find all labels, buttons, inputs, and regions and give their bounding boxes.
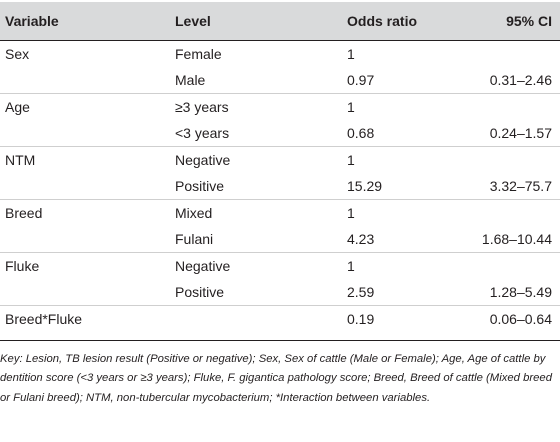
header-row: Variable Level Odds ratio 95% CI xyxy=(0,2,560,41)
variable-cell xyxy=(0,226,175,253)
odds-ratio-cell: 1 xyxy=(337,93,467,120)
variable-cell: Fluke xyxy=(0,252,175,279)
level-cell: Male xyxy=(175,72,206,88)
ci-cell: 3.32–75.7 xyxy=(489,178,552,194)
odds-ratio-cell: 1 xyxy=(337,199,467,226)
level-cell: Female xyxy=(175,46,222,62)
ci-cell xyxy=(467,41,560,68)
variable-cell xyxy=(0,173,175,200)
odds-ratio-cell: 1 xyxy=(347,46,355,62)
header-level: Level xyxy=(175,2,337,41)
variable-cell: Sex xyxy=(5,46,30,62)
table-row: Male 0.97 0.31–2.46 xyxy=(0,67,560,94)
table-row: Breed Mixed 1 xyxy=(0,199,560,226)
odds-ratio-table: Variable Level Odds ratio 95% CI Sex Fem… xyxy=(0,2,560,332)
odds-ratio-cell: 2.59 xyxy=(347,284,375,300)
table-bottom-rule xyxy=(0,340,560,341)
level-cell: Negative xyxy=(175,146,337,173)
ci-cell xyxy=(467,93,560,120)
level-cell xyxy=(175,305,337,332)
level-cell: Negative xyxy=(175,252,337,279)
odds-ratio-cell: 4.23 xyxy=(347,231,375,247)
ci-cell xyxy=(467,199,560,226)
odds-ratio-cell: 1 xyxy=(337,252,467,279)
table-row: Positive 15.29 3.32–75.7 xyxy=(0,173,560,200)
odds-ratio-cell: 0.19 xyxy=(337,305,467,332)
variable-cell xyxy=(0,120,175,147)
level-cell: Fulani xyxy=(175,231,214,247)
odds-ratio-cell: 0.97 xyxy=(347,72,375,88)
odds-ratio-cell: 15.29 xyxy=(347,178,383,194)
table-row: Fluke Negative 1 xyxy=(0,252,560,279)
level-cell: Positive xyxy=(175,284,225,300)
header-odds-ratio: Odds ratio xyxy=(337,2,467,41)
variable-cell: Age xyxy=(0,93,175,120)
variable-cell xyxy=(0,279,175,306)
ci-cell xyxy=(467,252,560,279)
table-footnote: Key: Lesion, TB lesion result (Positive … xyxy=(0,353,552,404)
table-row: Positive 2.59 1.28–5.49 xyxy=(0,279,560,306)
variable-cell: NTM xyxy=(0,146,175,173)
ci-cell: 0.06–0.64 xyxy=(467,305,560,332)
level-cell: <3 years xyxy=(175,125,230,141)
variable-cell: Breed xyxy=(0,199,175,226)
odds-ratio-cell: 0.68 xyxy=(347,125,375,141)
odds-ratio-cell: 1 xyxy=(337,146,467,173)
header-variable: Variable xyxy=(0,2,175,41)
ci-cell xyxy=(467,146,560,173)
variable-cell: Breed*Fluke xyxy=(0,305,175,332)
table-row: Breed*Fluke 0.19 0.06–0.64 xyxy=(0,305,560,332)
ci-cell: 0.24–1.57 xyxy=(489,125,552,141)
ci-cell: 1.68–10.44 xyxy=(481,231,552,247)
level-cell: Mixed xyxy=(175,199,337,226)
level-cell: Positive xyxy=(175,178,225,194)
header-ci: 95% CI xyxy=(467,2,560,41)
table-row: <3 years 0.68 0.24–1.57 xyxy=(0,120,560,147)
ci-cell: 0.31–2.46 xyxy=(489,72,552,88)
table-row: Fulani 4.23 1.68–10.44 xyxy=(0,226,560,253)
table-row: Sex Female 1 xyxy=(0,41,560,68)
table-row: Age ≥3 years 1 xyxy=(0,93,560,120)
table-row: NTM Negative 1 xyxy=(0,146,560,173)
ci-cell: 1.28–5.49 xyxy=(489,284,552,300)
level-cell: ≥3 years xyxy=(175,93,337,120)
variable-cell xyxy=(0,67,175,94)
